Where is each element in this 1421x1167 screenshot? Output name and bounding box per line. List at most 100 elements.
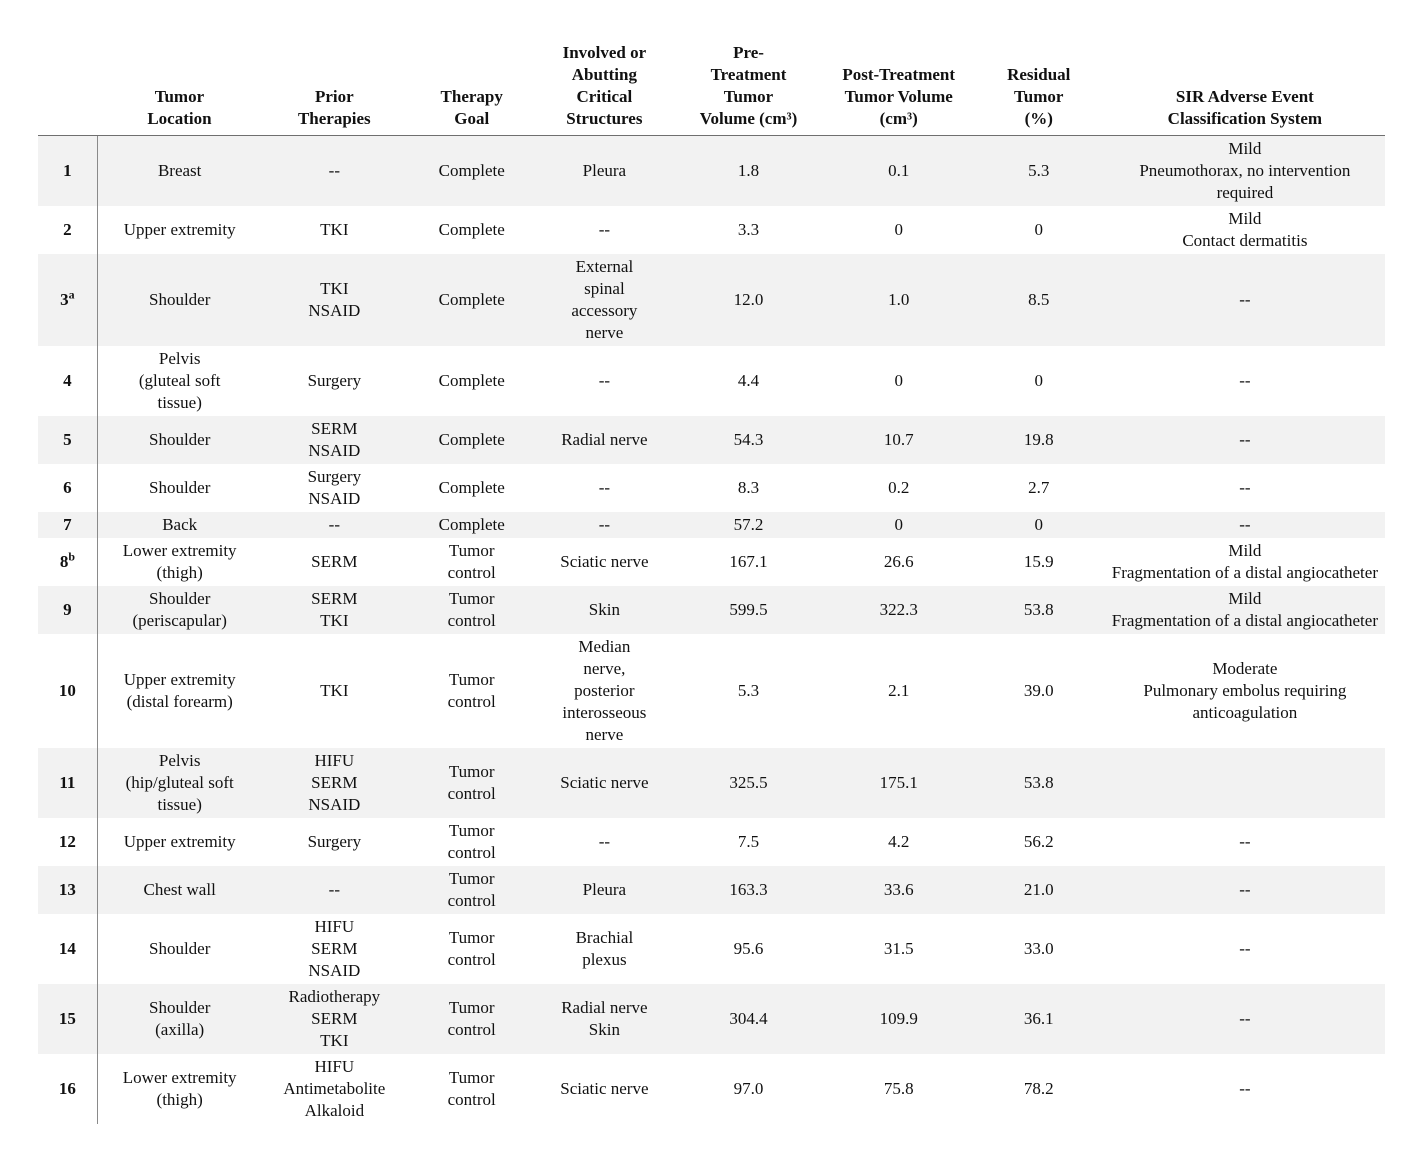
location-cell: Shoulder — [97, 254, 261, 346]
table-row: 1 Breast -- Complete Pleura 1.8 0.1 5.3 Mild Pneu… — [38, 135, 1385, 207]
prior-cell: SERM NSAID — [262, 416, 407, 464]
table-row: 9 Shoulder (periscapular) SERM TKI Tumor contr… — [38, 586, 1385, 634]
col-header-sir: SIR Adverse Event Classification System — [1104, 42, 1385, 136]
row-number: 6 — [63, 478, 72, 497]
sir-adverse-event-line: -- — [1239, 371, 1251, 390]
goal-cell: Tumor control — [407, 748, 536, 818]
col-header-rownum — [38, 42, 98, 136]
sir-adverse-event-line: -- — [1239, 290, 1251, 309]
sir-adverse-event-line: Mild — [1228, 541, 1262, 560]
goal-line: control — [447, 692, 496, 711]
table-row: 15 Shoulder (axilla) Radiotherapy SERM TKI Tum… — [38, 984, 1385, 1054]
location-line: Lower extremity — [122, 1068, 237, 1087]
row-number-cell: 8b — [38, 538, 98, 586]
sir-adverse-event-line: Mild — [1228, 589, 1262, 608]
goal-line: Tumor — [448, 821, 495, 840]
row-number: 13 — [58, 880, 76, 899]
post_volume-cell: 0 — [894, 220, 903, 239]
row-number: 11 — [59, 773, 76, 792]
post_volume-cell: 322.3 — [879, 600, 918, 619]
col-header-prior: Prior Therapies — [261, 42, 408, 136]
sir-adverse-event-line: Mild — [1228, 209, 1262, 228]
structures-line: -- — [598, 515, 611, 534]
sir-adverse-event-cell: -- — [1105, 866, 1385, 914]
header-line: Structures — [566, 109, 643, 128]
location-line: (hip/gluteal soft — [125, 773, 234, 792]
col-header-goal: Therapy Goal — [407, 42, 537, 136]
structures-cell: Brachial plexus — [536, 914, 672, 984]
sir-adverse-event-cell: Mild Fragmentation of a distal angiocathe… — [1105, 586, 1385, 634]
pre_volume-cell: 7.5 — [737, 832, 760, 851]
pre_volume-cell: 54.3 — [733, 430, 764, 449]
prior-line: Surgery — [307, 832, 362, 851]
sir-adverse-event-cell: Mild Pneumothorax, no intervention requir… — [1105, 136, 1385, 207]
structures-line: Radial nerve — [561, 998, 648, 1017]
residual-cell: 78.2 — [1023, 1079, 1054, 1098]
location-line: tissue) — [157, 795, 202, 814]
structures-line: Sciatic nerve — [560, 773, 649, 792]
sir-adverse-event-cell: Mild Fragmentation of a distal angiocathe… — [1105, 538, 1385, 586]
row-number: 7 — [63, 515, 72, 534]
table-row: 12 Upper extremity Surgery Tumor control -- 7.… — [38, 818, 1385, 866]
row-number-cell: 13 — [38, 866, 98, 914]
col-header-post_volume: Post-Treatment Tumor Volume (cm³) — [824, 42, 973, 136]
structures-line: spinal — [584, 279, 625, 298]
goal-line: control — [447, 1020, 496, 1039]
structures-cell: -- — [536, 818, 672, 866]
table-row: 10 Upper extremity (distal forearm) TKI Tumo… — [38, 634, 1385, 748]
prior-line: Surgery — [307, 467, 362, 486]
residual-cell: 33.0 — [1023, 939, 1054, 958]
header-row: Tumor Location Prior Therapies Therapy Goal In… — [38, 42, 1385, 136]
location-cell: Shoulder — [97, 416, 261, 464]
prior-cell: Surgery NSAID — [262, 464, 407, 512]
location-line: Chest wall — [143, 880, 216, 899]
prior-cell: -- — [262, 866, 407, 914]
structures-cell: Sciatic nerve — [536, 538, 672, 586]
prior-cell: HIFU SERM NSAID — [262, 748, 407, 818]
prior-line: TKI — [320, 611, 349, 630]
location-line: Shoulder — [148, 430, 211, 449]
goal-line: control — [447, 843, 496, 862]
sir-adverse-event-line: Contact dermatitis — [1182, 231, 1308, 250]
sir-adverse-event-cell: -- — [1105, 416, 1385, 464]
structures-line: posterior — [574, 681, 635, 700]
header-line: Location — [147, 109, 212, 128]
post_volume-cell: 0.2 — [888, 478, 910, 497]
residual-cell: 8.5 — [1028, 290, 1050, 309]
structures-line: plexus — [582, 950, 627, 969]
structures-cell: External spinal accessory nerve — [536, 254, 672, 346]
goal-line: Complete — [438, 515, 505, 534]
sir-adverse-event-line: Fragmentation of a distal angiocatheter — [1111, 611, 1378, 630]
sir-adverse-event-cell: Moderate Pulmonary embolus requiring anti… — [1105, 634, 1385, 748]
sir-adverse-event-line: -- — [1239, 430, 1251, 449]
table-row: 5 Shoulder SERM NSAID Complete Radial nerve 54… — [38, 416, 1385, 464]
post_volume-cell: 4.2 — [888, 832, 910, 851]
goal-line: Tumor — [448, 1068, 495, 1087]
row-footnote-marker: b — [68, 549, 75, 564]
prior-line: Radiotherapy — [288, 987, 381, 1006]
header-line: Tumor — [154, 87, 205, 106]
row-number: 4 — [63, 371, 72, 390]
goal-cell: Complete — [407, 346, 536, 416]
post_volume-cell: 175.1 — [879, 773, 918, 792]
row-number: 15 — [58, 1009, 76, 1028]
residual-cell: 36.1 — [1023, 1009, 1054, 1028]
col-header-residual: Residual Tumor (%) — [972, 42, 1105, 136]
structures-cell: Sciatic nerve — [536, 748, 672, 818]
goal-cell: Complete — [407, 416, 536, 464]
goal-line: control — [447, 563, 496, 582]
sir-adverse-event-cell: -- — [1105, 984, 1385, 1054]
structures-line: nerve, — [583, 659, 626, 678]
pre_volume-cell: 8.3 — [737, 478, 760, 497]
structures-cell: -- — [536, 464, 672, 512]
row-number-cell: 11 — [38, 748, 98, 818]
table-row: 8b Lower extremity (thigh) SERM Tumor control… — [38, 538, 1385, 586]
prior-line: NSAID — [308, 301, 361, 320]
structures-line: Pleura — [582, 161, 627, 180]
pre_volume-cell: 325.5 — [729, 773, 768, 792]
location-cell: Pelvis (gluteal soft tissue) — [97, 346, 261, 416]
location-line: (distal forearm) — [126, 692, 233, 711]
prior-line: NSAID — [308, 961, 361, 980]
table-row: 14 Shoulder HIFU SERM NSAID Tumor control Brach… — [38, 914, 1385, 984]
